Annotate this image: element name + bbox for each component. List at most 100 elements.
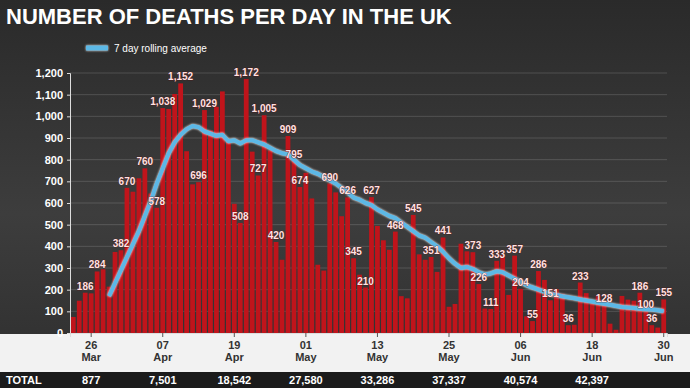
bar [482,309,487,333]
total-value: 37,337 [432,374,466,386]
bar [470,252,475,333]
bar [614,330,619,333]
data-label: 333 [488,249,505,260]
x-tick-label: 18Jun [582,339,602,364]
bar [274,242,279,333]
x-tick-mark [162,333,163,337]
y-tick-label: 200 [45,284,63,296]
data-label: 128 [596,293,613,304]
y-tick-mark [67,203,70,204]
x-tick-mark [663,333,664,337]
grid-line [70,159,667,160]
y-tick-mark [67,138,70,139]
bar [166,109,171,333]
data-labels: 1862843826707605781,0381,1526961,0295081… [77,67,673,324]
bar [399,296,404,333]
data-label: 696 [190,170,207,181]
bar [256,175,261,333]
bar [160,108,165,333]
x-tick: 13May [367,333,389,363]
y-tick-label: 600 [45,197,63,209]
background [0,0,690,388]
x-tick-mark [234,333,235,337]
chart-title: NUMBER OF DEATHS PER DAY IN THE UK [6,4,452,29]
bar [89,293,94,333]
x-tick-label-line: 18 [586,339,598,351]
data-label: 210 [357,276,374,287]
bar [351,258,356,333]
total-value: 42,397 [575,374,609,386]
bar [393,232,398,333]
bar [309,198,314,333]
x-tick-mark [520,333,521,337]
x-tick-label-line: May [438,351,460,363]
data-label: 795 [286,149,303,160]
bar [655,328,660,333]
x-tick-label-line: 13 [371,339,383,351]
x-tick-label-line: 07 [157,339,169,351]
y-tick: 0 [57,327,70,339]
x-tick-mark [91,333,92,337]
bar [602,305,607,333]
y-tick-mark [67,160,70,161]
data-label: 1,038 [150,96,175,107]
x-tick-mark [305,333,306,337]
bar [572,325,577,333]
x-tick: 07Apr [153,333,173,363]
x-tick: 25May [438,333,460,363]
bar [387,250,392,333]
data-label: 155 [655,287,672,298]
x-tick-label: 19Apr [225,339,245,364]
y-tick-label: 100 [45,305,63,317]
bar [202,110,207,333]
bar [381,240,386,333]
plot-marks [71,79,666,333]
totals-label: TOTAL [6,374,42,386]
bar [131,192,136,333]
bar [83,293,88,333]
bar [190,184,195,333]
data-label: 1,152 [168,71,193,82]
x-tick-label-line: Apr [153,351,173,363]
y-tick-label: 1,000 [35,110,63,122]
bar [405,298,410,333]
y-tick-label: 1,100 [35,89,63,101]
bar [142,168,147,333]
bar [488,309,493,333]
data-label: 151 [542,288,559,299]
y-tick: 300 [45,262,70,274]
bar [506,295,511,333]
y-tick: 900 [45,132,70,144]
y-tick: 1,200 [35,67,70,79]
y-tick-mark [67,290,70,291]
bar [345,197,350,333]
bar [423,260,428,333]
data-label: 382 [113,238,130,249]
x-tick-mark [592,333,593,337]
bar [459,244,464,333]
x-tick-label-line: Apr [225,351,245,363]
bar [303,173,308,333]
legend: 7 day rolling average [86,43,207,54]
bar [321,271,326,333]
bar [113,252,118,333]
bar [327,184,332,334]
data-label: 441 [435,225,452,236]
bar [250,152,255,333]
bar [548,300,553,333]
grid-line [70,311,667,312]
x-tick-label-line: Jun [654,351,674,363]
y-tick-label: 500 [45,219,63,231]
bar [172,94,177,333]
grid-line [70,268,667,269]
data-label: 357 [506,244,523,255]
data-label: 345 [345,246,362,257]
bar [590,304,595,333]
data-label: 545 [405,203,422,214]
data-label: 760 [137,156,154,167]
y-tick: 400 [45,240,70,252]
x-tick-label-line: 25 [443,339,455,351]
y-tick-mark [67,246,70,247]
grid-line [70,116,667,117]
bar [154,208,159,333]
